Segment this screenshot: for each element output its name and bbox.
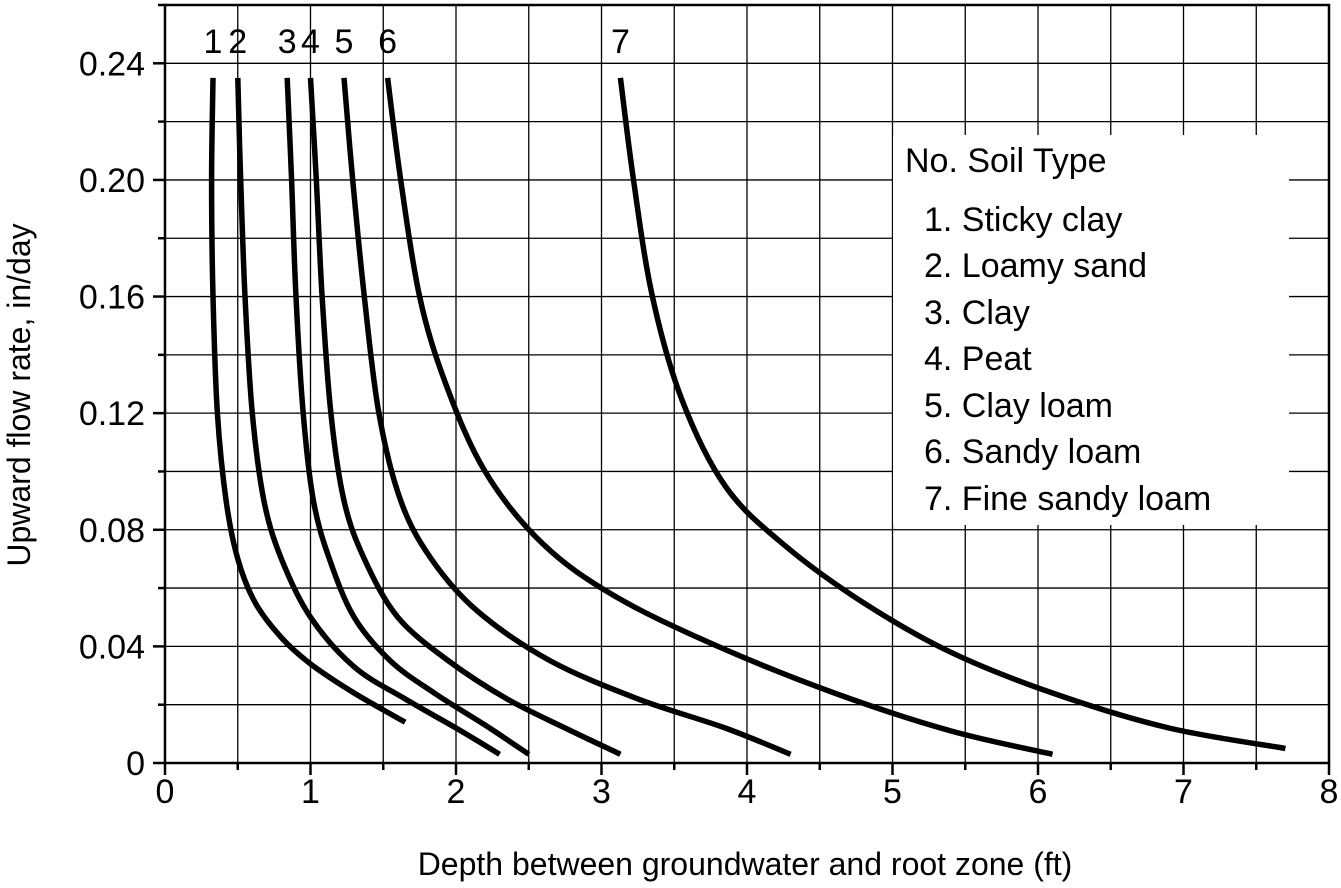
x-tick-label: 4 — [738, 773, 757, 811]
y-tick-label: 0.08 — [79, 512, 145, 550]
x-tick-label: 6 — [1029, 773, 1048, 811]
curve-label-1: 1 — [204, 23, 223, 61]
curve-label-2: 2 — [228, 23, 247, 61]
curve-6 — [384, 77, 1054, 757]
y-axis-label: Upward flow rate, in/day — [1, 223, 37, 566]
curve-label-6: 6 — [378, 23, 397, 61]
curve-label-3: 3 — [278, 23, 297, 61]
curve-3 — [284, 77, 531, 757]
y-tick-label: 0.04 — [79, 628, 145, 666]
curve-label-4: 4 — [301, 23, 320, 61]
x-tick-label: 2 — [447, 773, 466, 811]
legend: No. Soil Type 1. Sticky clay 2. Loamy sa… — [905, 142, 1211, 518]
x-tick-label: 0 — [156, 773, 175, 811]
y-tick-label: 0.12 — [79, 395, 145, 433]
legend-entry-3: 3. Clay — [924, 294, 1030, 332]
x-tick-labels: 0 1 2 3 4 5 6 7 8 — [156, 773, 1339, 811]
x-tick-label: 5 — [883, 773, 902, 811]
y-tick-label: 0.24 — [79, 45, 145, 83]
legend-entry-6: 6. Sandy loam — [924, 433, 1141, 471]
legend-entry-2: 2. Loamy sand — [924, 247, 1147, 285]
x-axis-label: Depth between groundwater and root zone … — [418, 846, 1073, 882]
legend-entry-7: 7. Fine sandy loam — [924, 480, 1211, 518]
x-tick-label: 7 — [1174, 773, 1193, 811]
curve-1 — [208, 77, 407, 725]
curve-2 — [235, 77, 502, 757]
x-tick-label: 3 — [592, 773, 611, 811]
curves — [208, 77, 1286, 757]
curve-label-5: 5 — [335, 23, 354, 61]
y-tick-label: 0.20 — [79, 162, 145, 200]
y-tick-label: 0.16 — [79, 279, 145, 317]
curve-4 — [307, 77, 622, 757]
legend-entry-1: 1. Sticky clay — [924, 201, 1122, 239]
curve-label-7: 7 — [611, 23, 630, 61]
curve-5 — [341, 77, 792, 757]
y-tick-label: 0 — [126, 745, 145, 783]
legend-entry-4: 4. Peat — [924, 340, 1032, 378]
legend-title: No. Soil Type — [905, 142, 1107, 180]
legend-box — [893, 135, 1289, 525]
y-tick-labels: 0 0.04 0.08 0.12 0.16 0.20 0.24 — [79, 45, 145, 783]
x-tick-label: 1 — [301, 773, 320, 811]
axis-ticks — [153, 3, 1331, 775]
x-tick-label: 8 — [1320, 773, 1339, 811]
legend-entry-5: 5. Clay loam — [924, 387, 1113, 425]
curve-7 — [617, 77, 1286, 752]
